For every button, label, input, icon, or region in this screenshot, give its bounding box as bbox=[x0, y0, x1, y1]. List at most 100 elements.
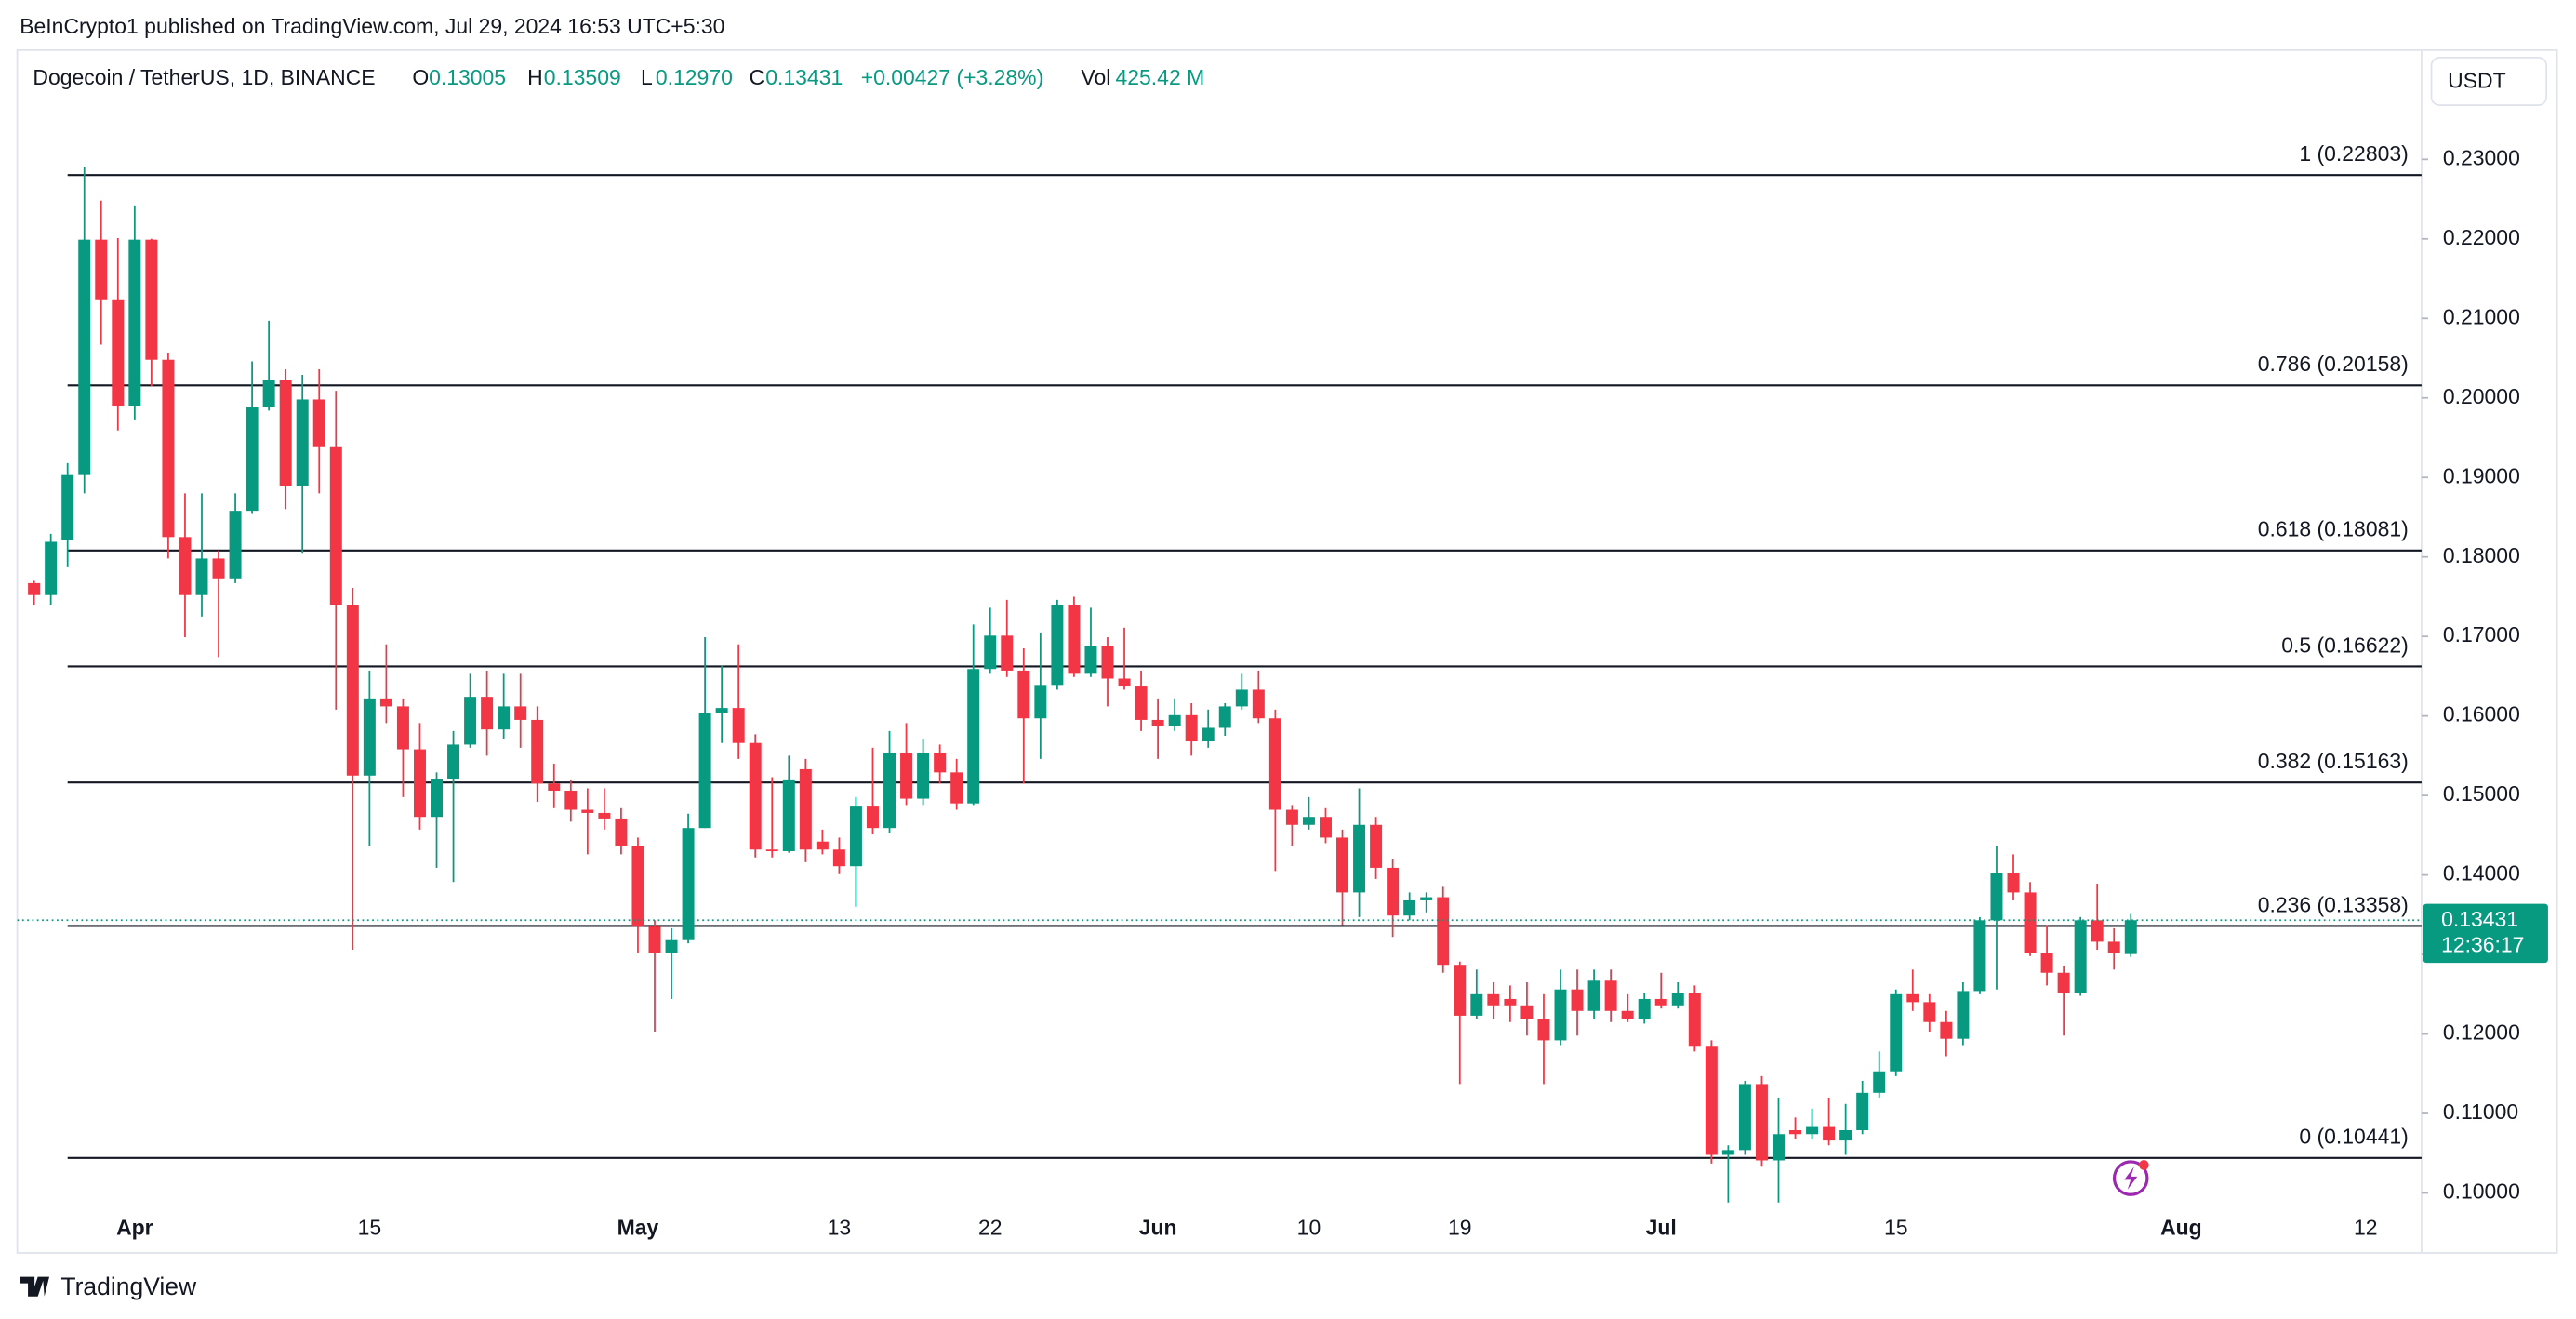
candle-body bbox=[782, 779, 795, 851]
alert-bolt[interactable] bbox=[2124, 1166, 2138, 1190]
candle-body bbox=[1151, 719, 1164, 726]
o-value: 0.13005 bbox=[429, 65, 506, 89]
change: +0.00427 (+3.28%) bbox=[861, 65, 1044, 89]
h-label: H bbox=[527, 65, 543, 89]
candle-body bbox=[229, 511, 242, 579]
candle-body bbox=[481, 697, 494, 730]
candle-body bbox=[531, 719, 544, 784]
candle-body bbox=[849, 806, 862, 867]
y-tick-label: 0.16000 bbox=[2443, 702, 2520, 726]
vol-label: Vol bbox=[1081, 65, 1110, 89]
c-label: C bbox=[750, 65, 765, 89]
x-tick-label: 12 bbox=[2354, 1215, 2378, 1239]
x-tick-label: Aug bbox=[2160, 1215, 2202, 1239]
fib-label: 0.618 (0.18081) bbox=[2258, 517, 2409, 541]
candle-body bbox=[1839, 1129, 1852, 1141]
candle-body bbox=[1520, 1005, 1534, 1019]
logo-text: TradingView bbox=[60, 1272, 197, 1300]
y-tick-label: 0.22000 bbox=[2443, 225, 2520, 249]
currency-button[interactable] bbox=[2430, 56, 2548, 106]
candle-body bbox=[984, 635, 997, 670]
candle-body bbox=[598, 812, 611, 819]
candle-body bbox=[296, 399, 309, 486]
candle-body bbox=[1068, 604, 1081, 674]
candle-body bbox=[1118, 678, 1131, 687]
candle-body bbox=[1688, 993, 1701, 1047]
candle-body bbox=[1923, 1002, 1936, 1022]
candle-body bbox=[329, 446, 342, 605]
candle-body bbox=[1051, 604, 1064, 686]
candle-body bbox=[95, 239, 108, 300]
x-tick-label: Apr bbox=[116, 1215, 153, 1239]
candle-body bbox=[548, 783, 561, 792]
currency[interactable]: USDT bbox=[2448, 68, 2505, 92]
candle-body bbox=[1738, 1084, 1751, 1151]
candle-body bbox=[1084, 646, 1097, 674]
x-tick-label: 22 bbox=[978, 1215, 1003, 1239]
candle-body bbox=[2091, 920, 2104, 942]
candle-body bbox=[447, 744, 460, 779]
candle-body bbox=[1403, 899, 1416, 916]
candle-body bbox=[1772, 1134, 1785, 1161]
candle-body bbox=[145, 239, 158, 360]
candle-body bbox=[866, 806, 879, 829]
candle-body bbox=[1856, 1092, 1869, 1130]
candle-body bbox=[799, 768, 812, 850]
legend: Dogecoin / TetherUS, 1D, BINANCE O 0.130… bbox=[33, 65, 1204, 89]
candle-body bbox=[816, 841, 829, 850]
fib-label: 0 (0.10441) bbox=[2299, 1125, 2408, 1149]
x-tick-label: Jul bbox=[1646, 1215, 1677, 1239]
candle-body bbox=[1420, 897, 1433, 900]
y-tick-label: 0.14000 bbox=[2443, 861, 2520, 886]
candle-body bbox=[1571, 989, 1584, 1011]
candle-body bbox=[698, 713, 711, 829]
x-tick-label: 15 bbox=[358, 1215, 382, 1239]
candle-body bbox=[1285, 809, 1298, 825]
candle-body bbox=[581, 809, 594, 813]
y-tick-label: 0.21000 bbox=[2443, 304, 2520, 328]
fib-label: 0.786 (0.20158) bbox=[2258, 352, 2409, 376]
countdown: 12:36:17 bbox=[2441, 933, 2524, 957]
candle-body bbox=[715, 708, 728, 713]
h-value: 0.13509 bbox=[544, 65, 621, 89]
y-tick-label: 0.18000 bbox=[2443, 543, 2520, 567]
candle-body bbox=[1705, 1046, 1718, 1155]
candle-body bbox=[1906, 993, 1919, 1003]
x-tick-label: 13 bbox=[828, 1215, 852, 1239]
candle-body bbox=[665, 939, 678, 953]
candle-body bbox=[379, 698, 392, 707]
candle-body bbox=[1135, 686, 1148, 720]
candle-body bbox=[631, 846, 644, 927]
candle-body bbox=[28, 582, 41, 595]
candle-body bbox=[128, 239, 141, 406]
candle-body bbox=[396, 706, 409, 750]
candle-body bbox=[615, 818, 628, 846]
candle-body bbox=[162, 359, 175, 538]
candle-body bbox=[1017, 670, 1030, 719]
o-label: O bbox=[412, 65, 429, 89]
x-tick-label: Jun bbox=[1139, 1215, 1177, 1239]
vol-value: 425.42 M bbox=[1116, 65, 1205, 89]
candle-body bbox=[1302, 817, 1315, 825]
candle-body bbox=[832, 849, 845, 867]
alert-dot[interactable] bbox=[2139, 1160, 2149, 1170]
x-tick-label: May bbox=[617, 1215, 659, 1239]
candle-body bbox=[45, 541, 58, 595]
candle-body bbox=[1202, 727, 1215, 742]
alert-ring[interactable] bbox=[2112, 1160, 2149, 1196]
candle-body bbox=[1957, 991, 1970, 1039]
x-tick-label: 15 bbox=[1884, 1215, 1908, 1239]
frame bbox=[16, 48, 2558, 1254]
candle-body bbox=[279, 380, 292, 486]
x-tick-label: 10 bbox=[1297, 1215, 1321, 1239]
l-value: 0.12970 bbox=[656, 65, 733, 89]
candle-body bbox=[1218, 706, 1231, 728]
candle-body bbox=[1789, 1129, 1802, 1135]
alert-icon[interactable] bbox=[2112, 1160, 2149, 1196]
candle-body bbox=[1387, 867, 1400, 916]
candle-body bbox=[1001, 635, 1014, 671]
candle-body bbox=[1973, 920, 1986, 992]
y-tick-label: 0.17000 bbox=[2443, 622, 2520, 646]
candle-body bbox=[1554, 989, 1567, 1041]
